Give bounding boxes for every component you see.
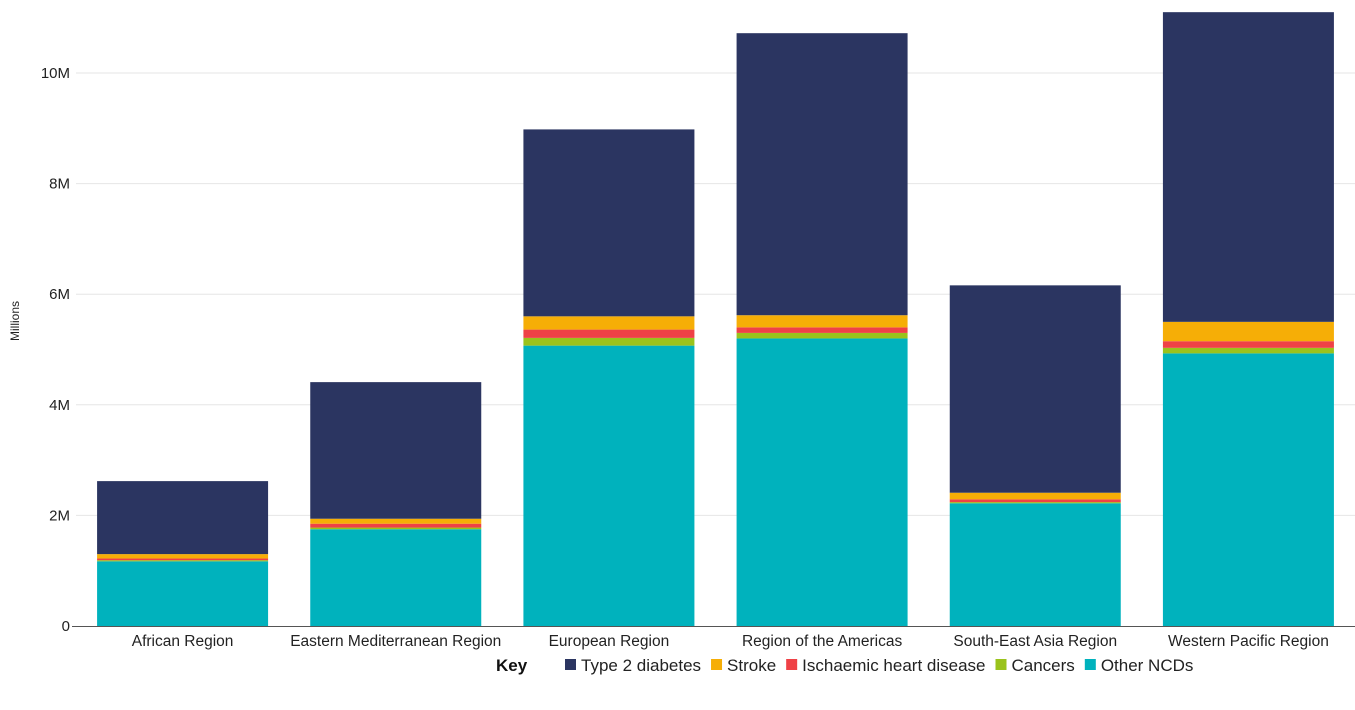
bar-segment-cancers bbox=[736, 332, 908, 339]
legend-item-label: Ischaemic heart disease bbox=[802, 656, 985, 675]
y-tick-label: 2M bbox=[49, 507, 70, 524]
y-tick-label: 4M bbox=[49, 397, 70, 414]
bar-segment-stroke bbox=[310, 518, 482, 524]
bar-segment-cancers bbox=[97, 560, 269, 562]
bar-segment-type-2-diabetes bbox=[97, 481, 269, 555]
legend-item-label: Cancers bbox=[1012, 656, 1075, 675]
bar-segment-type-2-diabetes bbox=[736, 33, 908, 316]
y-tick-label: 10M bbox=[41, 65, 70, 82]
bar-segment-other-ncds bbox=[949, 503, 1121, 626]
bar-segment-cancers bbox=[949, 502, 1121, 504]
bar-segment-type-2-diabetes bbox=[310, 382, 482, 519]
gridlines bbox=[76, 72, 1355, 516]
y-tick-label: 6M bbox=[49, 286, 70, 303]
y-axis-label: Millions bbox=[8, 301, 22, 341]
x-tick-label: Region of the Americas bbox=[742, 633, 903, 650]
bar-segment-type-2-diabetes bbox=[523, 129, 695, 317]
legend-item-label: Type 2 diabetes bbox=[581, 656, 701, 675]
bars bbox=[97, 12, 1334, 626]
bar-segment-cancers bbox=[1162, 347, 1334, 354]
bar-segment-other-ncds bbox=[523, 345, 695, 626]
bar-segment-other-ncds bbox=[310, 529, 482, 626]
legend-swatch bbox=[565, 659, 576, 670]
y-tick-label: 0 bbox=[62, 618, 70, 635]
bar-segment-stroke bbox=[523, 316, 695, 330]
axes: 0 2M 4M 6M 8M 10M African Region Eastern Medite… bbox=[41, 65, 1355, 650]
legend-title: Key bbox=[496, 656, 528, 675]
bar-segment-cancers bbox=[523, 337, 695, 346]
bar-segment-ischaemic-heart-disease bbox=[523, 329, 695, 338]
x-tick-label: Eastern Mediterranean Region bbox=[290, 633, 501, 650]
x-tick-label: African Region bbox=[132, 633, 234, 650]
bar-segment-type-2-diabetes bbox=[949, 285, 1121, 493]
bar-segment-other-ncds bbox=[736, 338, 908, 626]
legend: Key Type 2 diabetes Stroke Ischaemic heart… bbox=[496, 656, 1193, 675]
legend-swatch bbox=[995, 659, 1007, 670]
bar-segment-ischaemic-heart-disease bbox=[949, 499, 1121, 503]
bar-segment-ischaemic-heart-disease bbox=[1162, 341, 1334, 348]
legend-swatch bbox=[711, 659, 723, 670]
legend-item-label: Stroke bbox=[727, 656, 776, 675]
x-tick-label: European Region bbox=[549, 633, 670, 650]
bar-segment-other-ncds bbox=[1162, 353, 1334, 626]
bar-segment-cancers bbox=[310, 527, 482, 530]
bar-segment-stroke bbox=[949, 492, 1121, 500]
bar-segment-stroke bbox=[97, 554, 269, 559]
legend-swatch bbox=[1084, 659, 1096, 670]
bar-segment-stroke bbox=[736, 315, 908, 328]
bar-segment-type-2-diabetes bbox=[1162, 12, 1334, 322]
y-tick-label: 8M bbox=[49, 176, 70, 193]
bar-segment-ischaemic-heart-disease bbox=[736, 327, 908, 333]
bar-segment-ischaemic-heart-disease bbox=[310, 523, 482, 528]
bar-segment-other-ncds bbox=[97, 561, 269, 626]
x-tick-label: Western Pacific Region bbox=[1168, 633, 1329, 650]
bar-segment-stroke bbox=[1162, 321, 1334, 342]
bar-segment-ischaemic-heart-disease bbox=[97, 558, 269, 561]
legend-swatch bbox=[786, 659, 798, 670]
legend-item-label: Other NCDs bbox=[1101, 656, 1194, 675]
x-tick-label: South-East Asia Region bbox=[953, 633, 1117, 650]
